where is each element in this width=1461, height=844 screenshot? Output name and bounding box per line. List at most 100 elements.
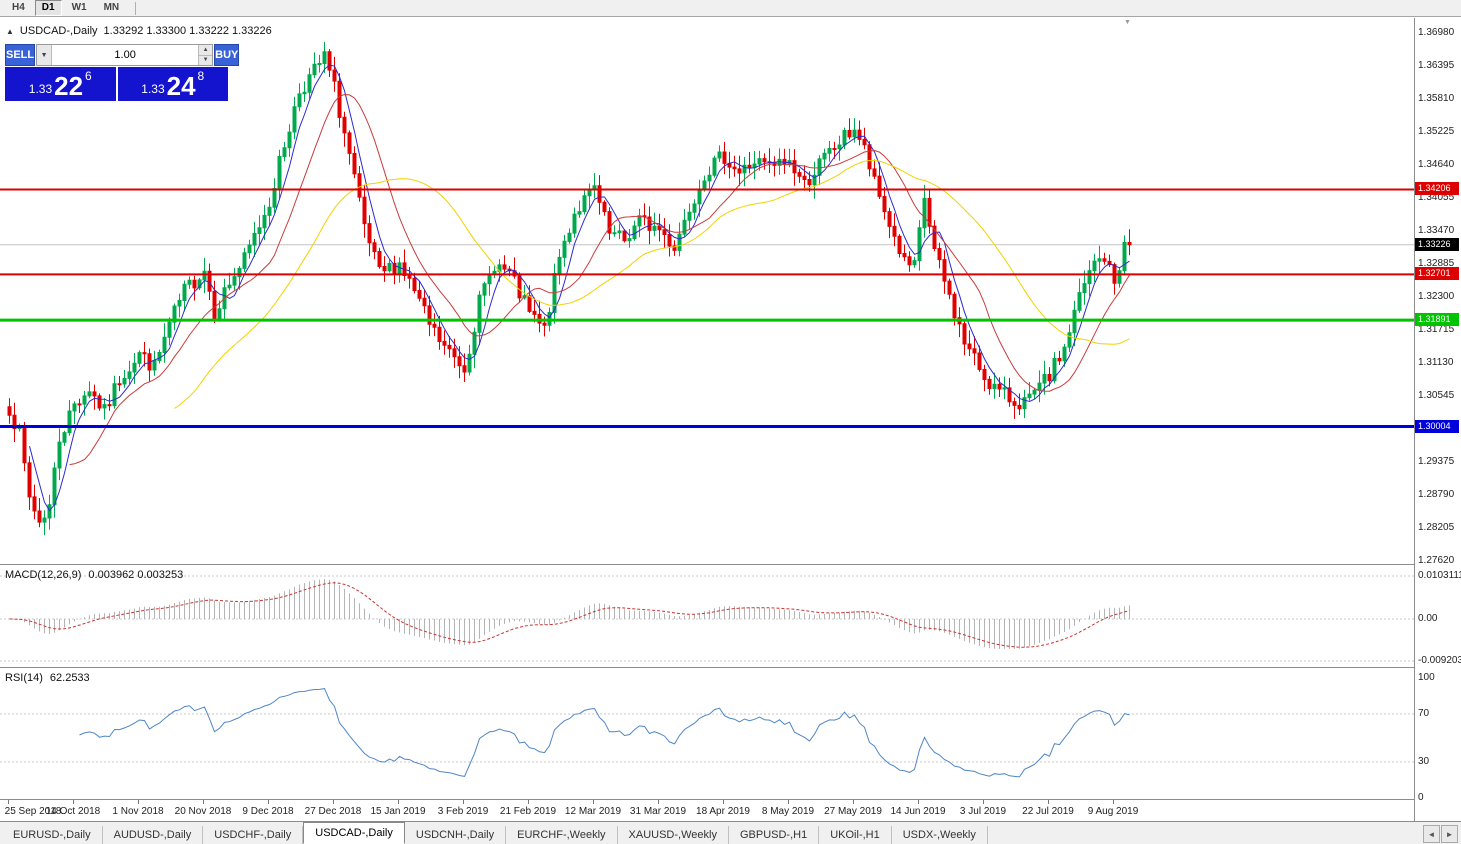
price-axis[interactable]: 1.36980 1.36395 1.35810 1.35225 1.34640 1.340… [1415,18,1461,821]
ma-5-line [29,64,1130,512]
tab-ukoil-h1[interactable]: UKOil-,H1 [819,826,892,844]
tab-strip: EURUSD-,Daily AUDUSD-,Daily USDCHF-,Daily U… [2,822,988,844]
timeframe-d1-button[interactable]: D1 [34,0,62,16]
bearish-candle-bodies [7,51,1132,523]
time-tick [983,800,984,804]
price-tick-label: 1.31130 [1418,357,1454,368]
time-tick [268,800,269,804]
sell-price-display[interactable]: 1.33 22 6 [5,67,116,101]
scale-divider [1414,18,1415,821]
price-tick-label: 1.30545 [1418,390,1455,401]
tab-eurusd-daily[interactable]: EURUSD-,Daily [2,826,103,844]
bid-price-tag: 1.33226 [1415,237,1459,251]
sell-price-sup: 6 [85,69,92,83]
time-tick [528,800,529,804]
ma-34-line [174,159,1130,409]
macd-header: MACD(12,26,9) 0.003962 0.003253 [5,569,183,581]
volume-dropdown-button[interactable]: ▼ [37,45,53,65]
price-tick-label: 1.36395 [1418,60,1455,71]
bearish-candle-wicks [9,49,1130,528]
price-tick-label: 1.28790 [1418,489,1455,500]
pane-divider [0,799,1461,800]
rsi-scale-label: 0 [1418,792,1424,803]
price-tick-label: 1.28205 [1418,522,1455,533]
time-tick-label: 9 Aug 2019 [1087,806,1139,817]
rsi-label: RSI(14) [5,672,43,684]
tab-usdcad-daily[interactable]: USDCAD-,Daily [303,822,405,844]
price-tick-label: 1.35225 [1418,126,1455,137]
symbol-arrow-icon: ▲ [6,26,14,36]
tab-xauusd-weekly[interactable]: XAUUSD-,Weekly [618,826,729,844]
rsi-header: RSI(14) 62.2533 [5,672,90,684]
buy-price-sup: 8 [197,69,205,83]
time-tick [593,800,594,804]
buy-price-display[interactable]: 1.33 24 8 [117,67,228,101]
tab-usdcnh-daily[interactable]: USDCNH-,Daily [405,826,507,844]
ma-13-line [69,93,1130,466]
volume-up-icon[interactable]: ▲ [199,45,213,56]
volume-input[interactable] [52,45,199,65]
pane-divider [0,821,1461,822]
time-tick-label: 1 Nov 2018 [112,806,164,817]
time-tick [203,800,204,804]
macd-histogram [14,579,1130,649]
tab-audusd-daily[interactable]: AUDUSD-,Daily [103,826,204,844]
tab-usdchf-daily[interactable]: USDCHF-,Daily [203,826,304,844]
time-tick-label: 15 Jan 2019 [370,806,426,817]
macd-panel-chart[interactable] [0,566,1414,667]
toolbar-separator [135,1,137,15]
rsi-panel-chart[interactable] [0,669,1414,799]
time-tick [788,800,789,804]
time-tick-label: 12 Mar 2019 [564,806,622,817]
time-tick-label: 21 Feb 2019 [499,806,557,817]
chart-header: ▲ USDCAD-,Daily 1.33292 1.33300 1.33222 … [6,25,272,37]
macd-scale-label: 0.0103111 [1418,570,1461,581]
time-tick-label: 9 Dec 2018 [242,806,294,817]
hline-price-tag: 1.34206 [1415,182,1459,196]
time-tick [8,800,9,804]
bullish-candle-bodies [17,51,1127,523]
time-tick-label: 20 Nov 2018 [174,806,232,817]
time-tick-label: 22 Jul 2019 [1022,806,1074,817]
time-tick [138,800,139,804]
sell-price-prefix: 1.33 [28,82,53,96]
one-click-trading-panel: SELL ▼ ▲▼ BUY 1.33 22 6 1.33 24 8 [5,44,240,101]
buy-button[interactable]: BUY [214,44,240,66]
chart-shift-marker-icon: ▼ [1124,19,1131,26]
tab-eurchf-weekly[interactable]: EURCHF-,Weekly [506,826,618,844]
hline-price-tag: 1.30004 [1415,419,1459,433]
price-tick-label: 1.31715 [1418,324,1455,335]
tabs-scroll-right-button[interactable]: ► [1441,825,1458,843]
sell-price-big: 22 [54,71,84,101]
timeframe-mn-button[interactable]: MN [103,2,120,13]
price-tick-label: 1.35810 [1418,93,1455,104]
time-tick [463,800,464,804]
buy-price-big: 24 [166,71,196,101]
timeframe-toolbar: H4 D1 W1 MN [0,0,1461,17]
time-tick-label: 3 Jul 2019 [959,806,1007,817]
price-chart[interactable] [0,18,1414,564]
time-tick [723,800,724,804]
pane-divider[interactable] [0,564,1461,565]
tab-gbpusd-h1[interactable]: GBPUSD-,H1 [729,826,820,844]
price-tick-label: 1.34055 [1418,192,1455,203]
volume-down-icon[interactable]: ▼ [199,55,213,65]
time-axis[interactable]: 25 Sep 2018 14 Oct 2018 1 Nov 2018 20 Nov 2… [0,800,1414,821]
price-tick-label: 1.27620 [1418,555,1455,566]
hline-price-tag: 1.31891 [1415,313,1459,327]
timeframe-h4-button[interactable]: H4 [12,2,25,13]
sell-button[interactable]: SELL [5,44,36,66]
time-tick-label: 31 Mar 2019 [629,806,687,817]
tabs-scroll-left-button[interactable]: ◄ [1423,825,1440,843]
pane-divider[interactable] [0,667,1461,668]
rsi-scale-label: 30 [1418,756,1430,767]
chart-ohlc-values: 1.33292 1.33300 1.33222 1.33226 [103,25,272,37]
time-tick [1113,800,1114,804]
price-tick-label: 1.33470 [1418,225,1455,236]
macd-scale-label: 0.00 [1418,613,1438,624]
volume-spinner[interactable]: ▲ ▼ [198,45,213,65]
timeframe-w1-button[interactable]: W1 [71,2,87,13]
rsi-line [79,688,1130,778]
tab-usdx-weekly[interactable]: USDX-,Weekly [892,826,988,844]
rsi-value: 62.2533 [49,672,90,684]
